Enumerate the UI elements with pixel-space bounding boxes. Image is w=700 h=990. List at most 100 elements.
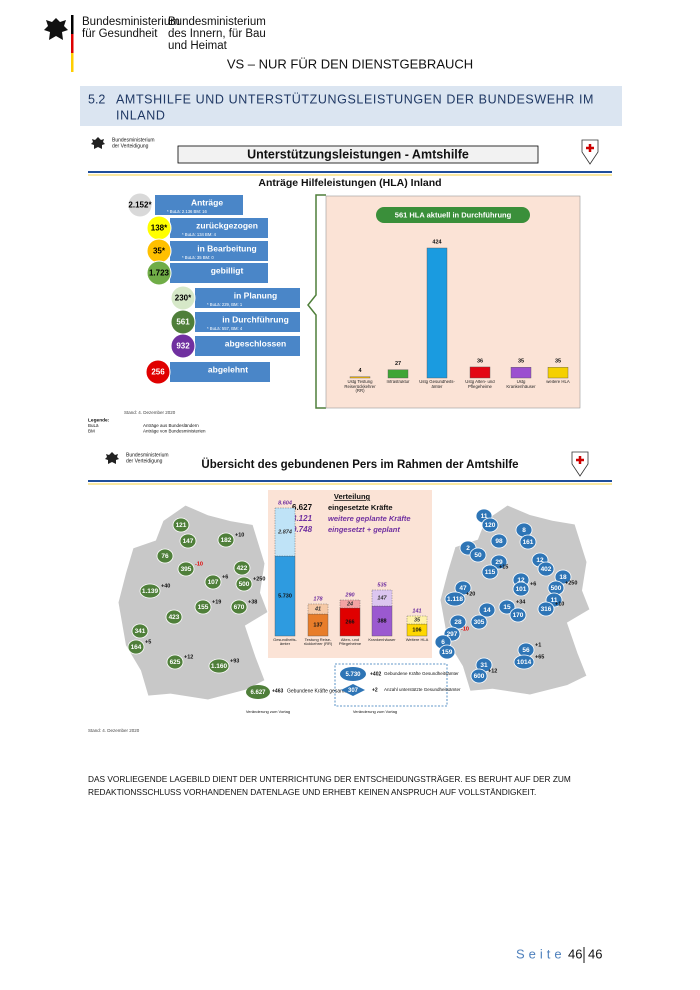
bar-value: 36 (477, 358, 483, 364)
map-change: +5 (145, 639, 151, 645)
legend-text: Anträge aus Bundesländern (143, 423, 199, 428)
map-bubble (509, 607, 527, 623)
map-count: 500 (551, 585, 562, 592)
map-count: 15 (503, 604, 511, 611)
flag-black (71, 15, 74, 34)
map-change: +6 (222, 574, 228, 580)
column-total: 535 (377, 582, 387, 588)
step-value: 138* (151, 224, 168, 233)
map-count: 147 (183, 538, 194, 545)
bar (387, 369, 409, 379)
map-bubble (156, 548, 174, 564)
column-planned (339, 599, 361, 609)
legend-title: Legende: (88, 417, 110, 423)
map-change: +12 (488, 668, 497, 674)
map-count: 182 (221, 537, 232, 544)
bar-value: 4 (358, 368, 362, 374)
map-change: +93 (230, 658, 239, 664)
bar-category: weitere HLA (546, 380, 570, 384)
org-name: Bundesministerium (126, 452, 169, 458)
column-deployed-value: 106 (412, 627, 421, 633)
slide-title: Übersicht des gebundenen Pers im Rahmen … (201, 458, 518, 471)
step-note: * BuLä: 229, BM: 1 (207, 302, 243, 307)
map-count: 76 (161, 553, 169, 560)
bar (349, 376, 371, 379)
column-label: Krankenhäuser (368, 638, 396, 642)
emblem (581, 139, 599, 165)
bracket (307, 194, 326, 409)
step-label: abgeschlossen (225, 338, 286, 348)
map-count: 1.160 (211, 663, 228, 670)
key-text: Gebundene Kräfte Gesundheitsämter (384, 671, 459, 676)
map-bubble (166, 654, 184, 670)
column-label: Alten- und Pflegeheime (339, 638, 361, 646)
map-count: 12 (536, 557, 544, 564)
key-change: +402 (370, 671, 381, 677)
map-count: 170 (513, 612, 524, 619)
map-bubble (481, 517, 499, 533)
map-count: 305 (474, 619, 485, 626)
distribution-title: Verteilung (334, 492, 371, 501)
column-label: Weitere HLA (405, 638, 429, 642)
map-change: +40 (161, 583, 170, 589)
map-count: 155 (198, 604, 209, 611)
map-count: 395 (181, 566, 192, 573)
column-planned-value: 35 (414, 617, 421, 623)
ministry-name: Bundesministerium (168, 16, 266, 28)
step-note: * BuLä: 557, BM: 4 (207, 326, 243, 331)
key-box (334, 663, 448, 707)
map-count: 1.118 (447, 596, 463, 603)
map-count: 1014 (517, 659, 532, 666)
legend-text: Anträge von Bundesministerien (143, 429, 206, 434)
map-change: -10 (461, 626, 469, 632)
map-bubble (127, 639, 145, 655)
key-bubble (246, 685, 270, 699)
bar-category: Ustg Gesundheits-ämter (419, 380, 455, 389)
map-count: 2 (466, 545, 470, 552)
ministry-name: Bundesministerium (82, 16, 180, 28)
column-label: Testung Reise-rückkehrer (RR) (303, 638, 333, 647)
map-count: 1.139 (142, 588, 159, 595)
column-deployed-value: 137 (313, 622, 322, 628)
column-total: 290 (344, 592, 354, 598)
map-bubble (172, 517, 190, 533)
step-label: abgelehnt (208, 364, 248, 374)
ministry-name: für Gesundheit (82, 28, 158, 40)
map-change: -10 (195, 561, 203, 567)
column-planned-value: 147 (377, 595, 387, 601)
section-number: 5.2 (88, 92, 105, 106)
column-label: Gesundheits-ämter (273, 638, 297, 646)
column-label: Krankenhäuser (368, 638, 396, 642)
bar (469, 366, 491, 379)
step-arrow (170, 263, 268, 283)
column-planned (371, 589, 393, 607)
column-label: Testung Reise-rückkehrer (RR) (303, 638, 333, 647)
bar-category: Ustg Krankenhäuser (506, 380, 535, 389)
map-count: 121 (176, 522, 187, 529)
key-value: 307 (348, 688, 359, 694)
section-bar (80, 86, 622, 126)
key-bubble (340, 667, 366, 681)
map-bubble (519, 534, 537, 550)
column-total: 178 (313, 596, 323, 602)
stand: Stand: 4. Dezember 2020 (88, 728, 140, 733)
column-planned (406, 615, 428, 625)
bar-category: weitere HLA (546, 380, 570, 384)
column-total: 141 (412, 608, 421, 614)
step-arrow (195, 288, 300, 308)
map-count: 423 (169, 614, 180, 621)
map-change: +38 (248, 599, 257, 605)
emblem (571, 451, 589, 477)
step-arrow (170, 362, 270, 382)
chart-panel (325, 195, 581, 409)
map-bubble (537, 561, 555, 577)
map-count: 18 (559, 574, 567, 581)
map-count: 29 (495, 559, 503, 566)
map-bubble (217, 532, 235, 548)
key-value: 5.730 (345, 672, 361, 678)
section-title: AMTSHILFE UND UNTERSTÜTZUNGSLEISTUNGEN D… (116, 92, 594, 106)
key-star (341, 684, 365, 696)
ministry-name: und Heimat (168, 40, 228, 52)
map-bubble (139, 583, 161, 599)
map-change: +12 (184, 654, 193, 660)
